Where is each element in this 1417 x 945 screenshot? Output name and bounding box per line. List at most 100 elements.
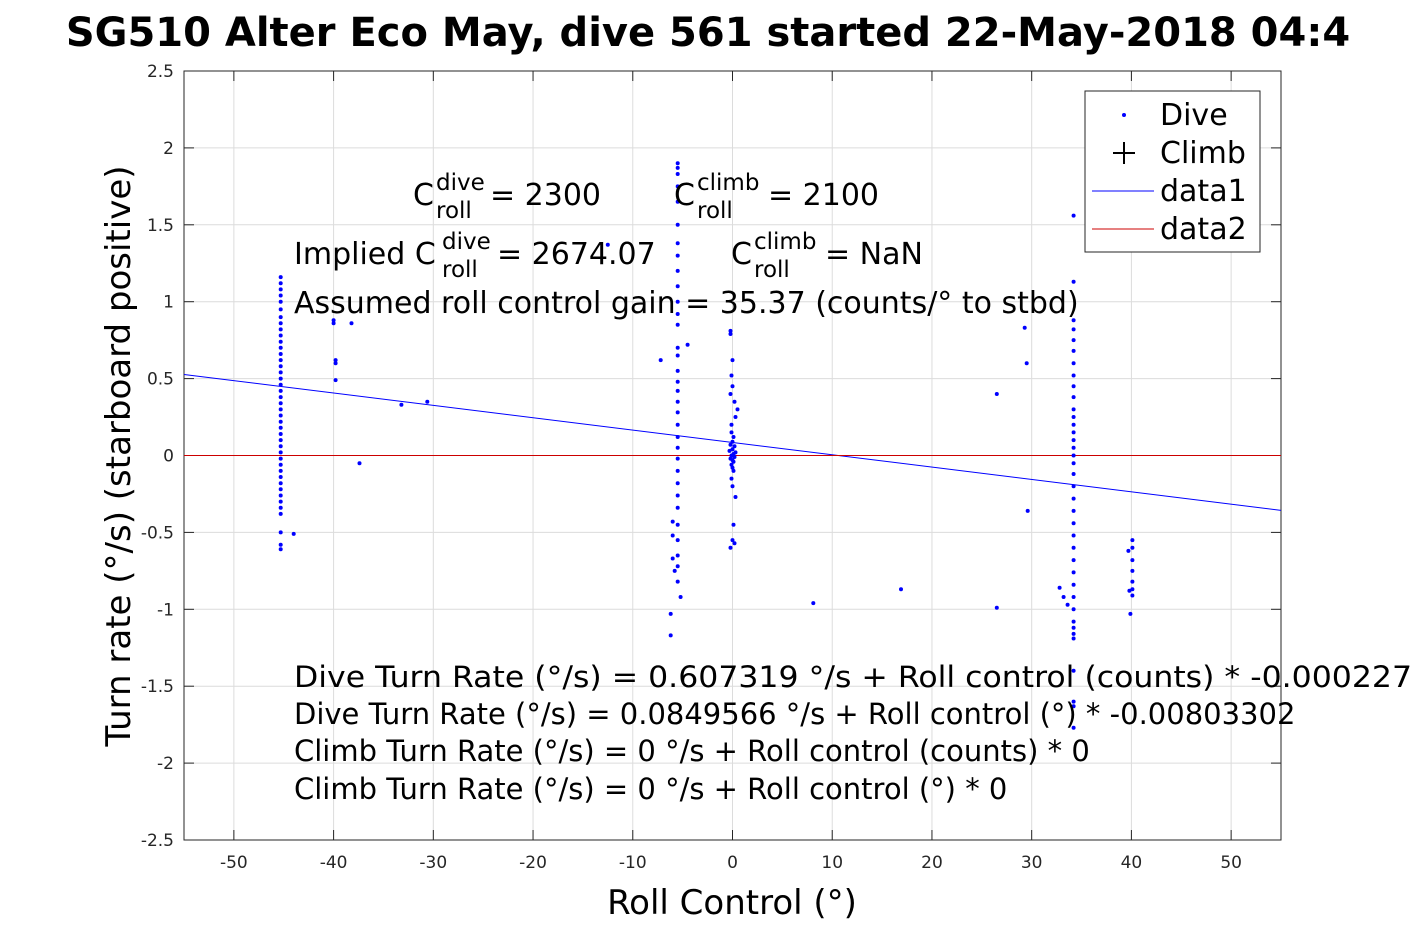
implied-dive-lead: Implied C bbox=[294, 237, 436, 272]
c-roll-climb-value: = 2100 bbox=[768, 178, 879, 213]
x-tick-label: -30 bbox=[419, 853, 447, 873]
dive-point bbox=[278, 438, 283, 443]
dive-point bbox=[278, 499, 283, 504]
dive-point bbox=[675, 353, 680, 358]
dive-point bbox=[675, 388, 680, 393]
dive-point bbox=[278, 462, 283, 467]
dive-point bbox=[675, 253, 680, 258]
dive-point bbox=[675, 399, 680, 404]
dive-point bbox=[1071, 415, 1076, 419]
dive-point bbox=[675, 468, 680, 473]
dive-point bbox=[730, 484, 735, 489]
dive-point bbox=[731, 435, 736, 439]
gain-annotation: Assumed roll control gain = 35.37 (count… bbox=[294, 286, 1079, 321]
dive-point bbox=[675, 199, 680, 204]
dive-point bbox=[1130, 587, 1135, 592]
dive-point bbox=[1071, 373, 1076, 378]
dive-point bbox=[729, 462, 734, 467]
dive-point bbox=[278, 281, 283, 286]
dive-point bbox=[278, 358, 283, 363]
dive-point bbox=[729, 422, 734, 427]
dive-point bbox=[675, 322, 680, 327]
dive-point bbox=[1071, 558, 1076, 563]
dive-point bbox=[1071, 407, 1076, 412]
dive-point bbox=[1071, 496, 1076, 501]
y-tick-label: -2.5 bbox=[141, 831, 174, 851]
dive-point bbox=[733, 415, 738, 419]
dive-point bbox=[675, 379, 680, 384]
dive-point bbox=[278, 456, 283, 461]
dive-point bbox=[1130, 558, 1135, 563]
dive-point bbox=[1071, 213, 1076, 218]
dive-point bbox=[278, 505, 283, 510]
dive-point bbox=[675, 538, 680, 543]
dive-point bbox=[1130, 545, 1135, 550]
dive-point bbox=[278, 542, 283, 547]
legend-data1-label: data1 bbox=[1160, 174, 1247, 209]
dive-point bbox=[675, 299, 680, 304]
dive-point bbox=[675, 522, 680, 527]
dive-point bbox=[1061, 595, 1066, 599]
x-tick-label: 50 bbox=[1220, 853, 1242, 873]
dive-point bbox=[675, 445, 680, 450]
dive-point bbox=[730, 447, 735, 452]
x-axis-ticks: -50 -40 -30 -20 -10 0 10 20 30 40 50 bbox=[220, 71, 1242, 873]
y-axis-ticks: -2.5 -2 -1.5 -1 -0.5 0 0.5 1 1.5 2 2.5 bbox=[141, 62, 1281, 851]
dive-point bbox=[730, 358, 735, 363]
dive-point bbox=[994, 392, 999, 396]
dive-point bbox=[729, 476, 734, 481]
dive-point bbox=[1071, 668, 1076, 673]
dive-point bbox=[675, 422, 680, 427]
y-axis-label: Turn rate (°/s) (starboard positive) bbox=[99, 165, 139, 747]
dive-point bbox=[675, 493, 680, 498]
dive-point bbox=[278, 395, 283, 400]
y-tick-label: 2.5 bbox=[147, 62, 174, 82]
dive-point bbox=[278, 275, 283, 280]
x-tick-label: 30 bbox=[1021, 853, 1043, 873]
dive-point bbox=[1071, 607, 1076, 612]
dive-point bbox=[278, 333, 283, 338]
dive-point bbox=[278, 352, 283, 356]
dive-point bbox=[675, 161, 680, 166]
dive-point bbox=[675, 222, 680, 227]
dive-point bbox=[278, 530, 283, 535]
dive-point bbox=[1071, 453, 1076, 458]
implied-dive-sup: dive bbox=[442, 229, 491, 255]
dive-point bbox=[425, 399, 430, 404]
dive-point bbox=[675, 553, 680, 558]
dive-point bbox=[278, 487, 283, 492]
dive-point bbox=[670, 556, 675, 561]
dive-point bbox=[278, 401, 283, 406]
dive-point bbox=[675, 410, 680, 415]
y-tick-label: 0 bbox=[163, 447, 174, 467]
x-tick-label: 20 bbox=[921, 853, 943, 873]
c-roll-climb-sub: roll bbox=[697, 198, 733, 224]
dive-point bbox=[1071, 318, 1076, 323]
dive-point bbox=[278, 370, 283, 375]
dive-point bbox=[1065, 602, 1070, 607]
c-roll-dive-sub: roll bbox=[436, 198, 472, 224]
dive-points bbox=[278, 161, 1135, 730]
dive-point bbox=[331, 318, 336, 323]
climb-counts-equation: Climb Turn Rate (°/s) = 0 °/s + Roll con… bbox=[294, 734, 1090, 768]
dive-counts-equation: Dive Turn Rate (°/s) = 0.607319 °/s + Ro… bbox=[294, 660, 1412, 694]
x-tick-label: 0 bbox=[727, 853, 738, 873]
c-roll-climb-sup: climb bbox=[697, 170, 759, 196]
dive-point bbox=[728, 328, 733, 333]
dive-point bbox=[278, 547, 283, 552]
dive-point bbox=[278, 481, 283, 486]
dive-point bbox=[731, 459, 736, 464]
dive-point bbox=[732, 399, 737, 404]
x-tick-label: 40 bbox=[1121, 853, 1143, 873]
c-roll-dive-value: = 2300 bbox=[490, 178, 601, 213]
legend-data2-label: data2 bbox=[1160, 212, 1247, 247]
dive-point bbox=[685, 342, 690, 347]
dive-point bbox=[1071, 704, 1076, 709]
y-tick-label: 1 bbox=[163, 293, 174, 313]
dive-point bbox=[678, 595, 683, 599]
legend-dive-label: Dive bbox=[1160, 98, 1228, 133]
dive-point bbox=[278, 388, 283, 393]
implied-climb-prefix: C bbox=[731, 237, 752, 272]
dive-point bbox=[675, 184, 680, 189]
